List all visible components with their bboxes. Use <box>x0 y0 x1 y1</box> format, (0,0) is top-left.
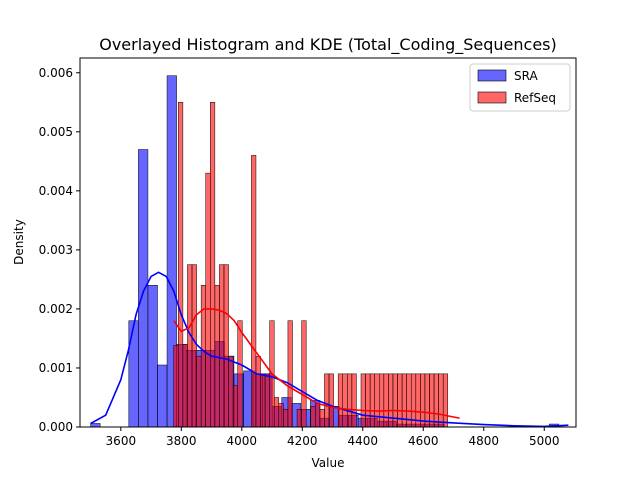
refseq-bar <box>383 373 389 428</box>
chart-title: Overlayed Histogram and KDE (Total_Codin… <box>99 35 557 55</box>
refseq-bar <box>433 373 439 428</box>
refseq-bar <box>205 172 211 428</box>
refseq-bar <box>324 373 330 428</box>
refseq-bar <box>369 373 375 428</box>
refseq-bar <box>365 373 371 428</box>
refseq-bar <box>255 355 261 428</box>
refseq-bar <box>237 320 243 428</box>
refseq-bar <box>315 403 321 428</box>
sra-bar <box>157 364 168 428</box>
refseq-bar <box>301 320 307 428</box>
y-tick-label: 0.002 <box>39 302 73 316</box>
x-axis-label: Value <box>312 456 345 470</box>
refseq-bar <box>260 373 266 428</box>
x-tick-label: 4600 <box>408 434 439 448</box>
x-tick-label: 4200 <box>287 434 318 448</box>
y-tick-label: 0.005 <box>39 125 73 139</box>
refseq-bar <box>429 373 435 428</box>
refseq-bar <box>287 320 293 428</box>
legend-swatch-sra <box>477 69 507 82</box>
kde-lines <box>90 271 569 428</box>
x-tick-label: 4800 <box>468 434 499 448</box>
refseq-bar <box>424 373 430 428</box>
y-tick-label: 0.006 <box>39 66 73 80</box>
refseq-bar <box>351 373 357 428</box>
y-axis-ticks: 0.000 0.001 0.002 0.003 0.004 0.005 0.006 <box>39 66 80 434</box>
legend-label-refseq: RefSeq <box>514 91 556 105</box>
refseq-bar <box>420 373 426 428</box>
refseq-bar <box>232 385 238 428</box>
y-tick-label: 0.003 <box>39 243 73 257</box>
refseq-bar <box>273 397 280 428</box>
refseq-bar <box>337 373 343 428</box>
x-tick-label: 4000 <box>227 434 258 448</box>
y-tick-label: 0.001 <box>39 361 73 375</box>
x-tick-label: 3800 <box>166 434 197 448</box>
y-axis-label: Density <box>12 219 26 265</box>
x-tick-label: 4400 <box>348 434 379 448</box>
y-tick-label: 0.004 <box>39 184 73 198</box>
refseq-bar <box>200 285 206 428</box>
x-tick-label: 3600 <box>106 434 137 448</box>
refseq-bar <box>191 264 197 428</box>
sra-bar <box>128 320 139 428</box>
sra-bar <box>138 149 149 428</box>
refseq-bar <box>296 409 302 428</box>
refseq-bar <box>187 264 193 428</box>
refseq-bar <box>374 373 380 428</box>
refseq-bar <box>347 373 353 428</box>
legend-swatch-refseq <box>477 91 507 104</box>
refseq-bar <box>228 355 234 428</box>
refseq-bar <box>360 373 366 428</box>
refseq-bar <box>178 102 184 428</box>
refseq-bar <box>379 373 385 428</box>
refseq-bar <box>415 373 421 428</box>
x-tick-label: 5000 <box>529 434 560 448</box>
sra-bar <box>90 423 101 428</box>
refseq-bar <box>283 409 289 428</box>
refseq-bar <box>219 264 225 428</box>
refseq-bar <box>328 373 334 428</box>
refseq-bar <box>442 373 449 428</box>
refseq-bar <box>182 344 188 428</box>
refseq-bar <box>319 409 325 428</box>
legend: SRA RefSeq <box>469 63 571 112</box>
refseq-bar <box>264 373 270 428</box>
refseq-bar <box>410 373 417 428</box>
refseq-bar <box>388 373 394 428</box>
refseq-bar <box>310 406 316 428</box>
plot-frame <box>79 57 577 428</box>
refseq-bar <box>173 345 179 428</box>
refseq-bar <box>223 264 229 428</box>
refseq-bar <box>342 373 348 428</box>
refseq-kde-line <box>173 308 460 419</box>
refseq-bar <box>196 355 202 428</box>
sra-bar <box>147 285 158 428</box>
legend-label-sra: SRA <box>514 69 538 83</box>
refseq-bar <box>210 102 216 428</box>
refseq-bar <box>278 403 284 428</box>
sra-kde-line <box>90 271 569 428</box>
refseq-bar <box>438 373 444 428</box>
y-tick-label: 0.000 <box>39 420 73 434</box>
refseq-bar <box>251 155 257 428</box>
x-axis-ticks: 3600 3800 4000 4200 4400 4600 4800 5000 <box>106 427 560 448</box>
